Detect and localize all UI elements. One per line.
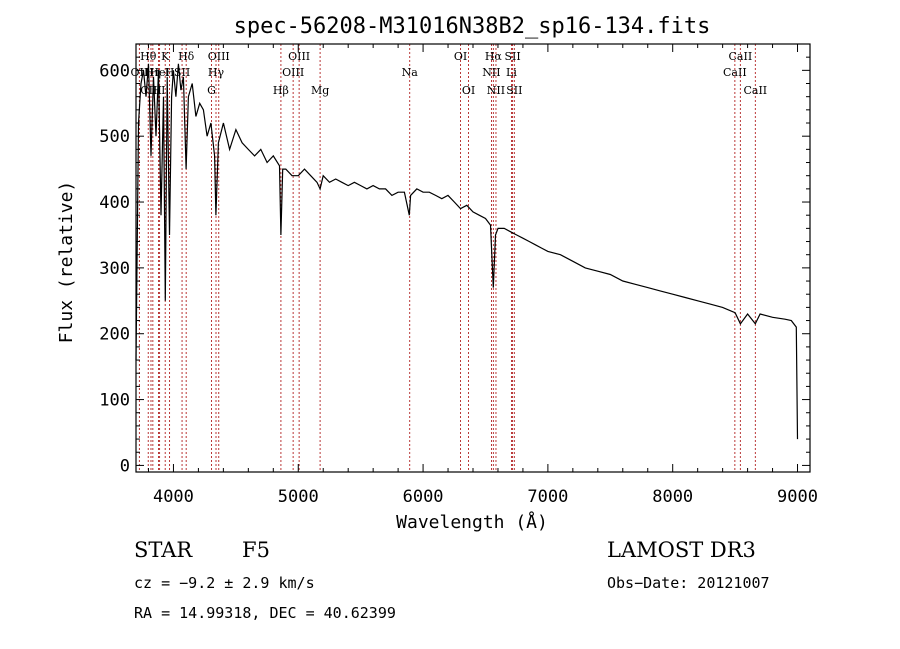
marker-label: SII <box>504 50 520 63</box>
marker-label: HeI <box>149 66 169 79</box>
y-axis-label: Flux (relative) <box>56 181 77 344</box>
marker-label: CaII <box>743 84 767 97</box>
marker-label: CaII <box>729 50 753 63</box>
emission-line-markers <box>138 44 756 472</box>
marker-label: Hθ <box>140 50 157 63</box>
y-axis-ticks: 0 100 200 300 400 500 600 <box>99 56 810 476</box>
marker-label: OIII <box>288 50 310 63</box>
marker-label: H <box>165 66 175 79</box>
marker-label: SII <box>174 66 190 79</box>
x-axis-ticks: 4000 5000 6000 7000 8000 9000 <box>147 44 818 507</box>
marker-label: Hδ <box>178 50 195 63</box>
x-tick-label: 6000 <box>403 487 444 507</box>
marker-label: Hα <box>485 50 503 63</box>
marker-label: OI <box>462 84 475 97</box>
marker-label: Mg <box>311 84 329 97</box>
marker-label: CaII <box>723 66 747 79</box>
marker-label: NII <box>487 84 505 97</box>
marker-label: K <box>161 50 170 63</box>
object-class: STAR <box>134 538 193 562</box>
observation-date: Obs−Date: 20121007 <box>607 574 770 592</box>
marker-label: OI <box>454 50 467 63</box>
spectrum-line <box>135 63 799 440</box>
y-tick-label: 100 <box>99 391 130 411</box>
y-tick-label: 600 <box>99 61 130 81</box>
redshift-cz: cz = −9.2 ± 2.9 km/s <box>134 574 315 592</box>
y-tick-label: 200 <box>99 325 130 345</box>
x-tick-label: 9000 <box>777 487 818 507</box>
marker-label: SII <box>506 84 522 97</box>
marker-label: NII <box>482 66 500 79</box>
chart-title: spec-56208-M31016N38B2_sp16-134.fits <box>234 14 711 39</box>
y-tick-label: 500 <box>99 127 130 147</box>
marker-label: G <box>207 84 216 97</box>
x-axis-label: Wavelength (Å) <box>396 511 548 533</box>
coordinates: RA = 14.99318, DEC = 40.62399 <box>134 604 396 622</box>
marker-label: Li <box>506 66 517 79</box>
plot-frame <box>135 43 811 473</box>
survey-name: LAMOST DR3 <box>607 538 756 562</box>
y-tick-label: 300 <box>99 259 130 279</box>
marker-label: Na <box>402 66 419 79</box>
marker-label: Hγ <box>208 66 225 79</box>
x-tick-label: 7000 <box>527 487 568 507</box>
x-tick-label: 5000 <box>278 487 319 507</box>
marker-label: OIII <box>282 66 304 79</box>
marker-label: OIII <box>208 50 230 63</box>
y-tick-label: 400 <box>99 193 130 213</box>
y-tick-label: 0 <box>120 456 130 476</box>
x-tick-label: 8000 <box>652 487 693 507</box>
marker-label: Hβ <box>273 84 289 97</box>
x-tick-label: 4000 <box>153 487 194 507</box>
spectral-subclass: F5 <box>242 538 270 562</box>
